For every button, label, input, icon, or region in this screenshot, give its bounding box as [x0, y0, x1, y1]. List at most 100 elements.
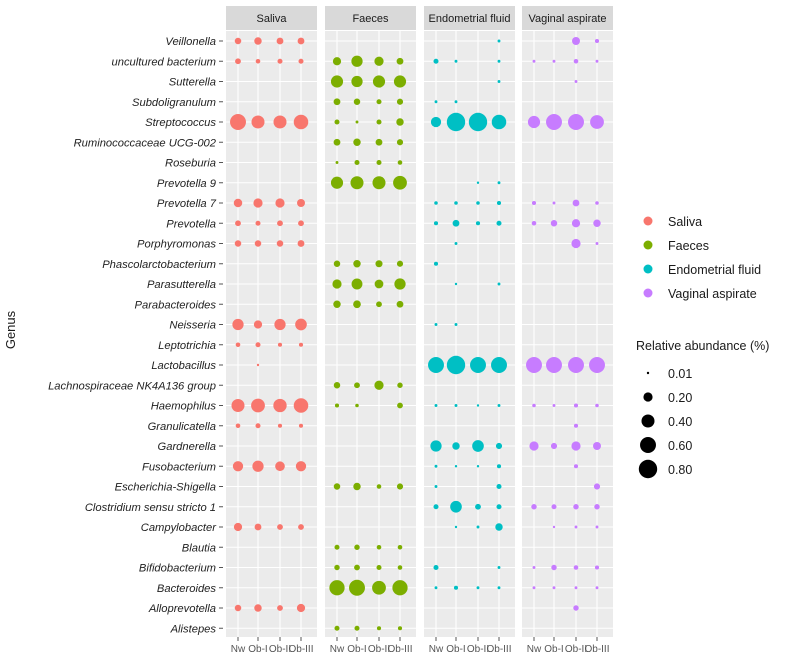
- x-tick-label-nw: Nw: [231, 644, 246, 655]
- dot-faeces-bifidobacterium-ob-iii: [397, 565, 403, 570]
- dot-faeces-parabacteroides-ob-i: [353, 300, 361, 309]
- dot-endometrial-fluid-uncultured-bacterium-ob-iii: [497, 59, 501, 63]
- x-tick-label-ob-ii: Ob-II: [467, 644, 489, 655]
- dot-vaginal-aspirate-alloprevotella-ob-ii: [573, 605, 579, 611]
- dot-faeces-haemophilus-ob-i: [355, 403, 359, 408]
- facet-strip-label: Faeces: [352, 13, 389, 25]
- dot-endometrial-fluid-haemophilus-ob-iii: [497, 404, 501, 407]
- x-tick-label-nw: Nw: [527, 644, 542, 655]
- panel-background: [325, 31, 416, 637]
- dot-endometrial-fluid-lactobacillus-ob-iii: [491, 357, 507, 373]
- genus-label-sutterella: Sutterella: [169, 77, 216, 89]
- dot-vaginal-aspirate-uncultured-bacterium-ob-iii: [595, 59, 599, 63]
- dot-faeces-haemophilus-nw: [334, 403, 340, 408]
- dot-endometrial-fluid-neisseria-ob-i: [454, 323, 458, 326]
- dot-faeces-ruminococcaceae-ucg-002-nw: [333, 138, 341, 146]
- x-tick-label-nw: Nw: [429, 644, 444, 655]
- dot-endometrial-fluid-bifidobacterium-nw: [433, 564, 439, 571]
- dot-saliva-leptotrichia-ob-iii: [298, 342, 304, 347]
- dot-saliva-leptotrichia-ob-ii: [277, 342, 283, 347]
- dot-vaginal-aspirate-gardnerella-ob-iii: [593, 442, 601, 450]
- dot-endometrial-fluid-streptococcus-ob-iii: [491, 114, 507, 130]
- dot-faeces-streptococcus-ob-ii: [376, 119, 382, 125]
- dot-vaginal-aspirate-streptococcus-ob-i: [546, 114, 562, 130]
- dot-faeces-phascolarctobacterium-ob-i: [353, 260, 361, 268]
- dot-endometrial-fluid-fusobacterium-ob-iii: [496, 464, 502, 469]
- dot-saliva-fusobacterium-ob-iii: [295, 461, 307, 472]
- dot-saliva-streptococcus-ob-i: [251, 115, 265, 129]
- dot-endometrial-fluid-lactobacillus-ob-ii: [470, 357, 486, 373]
- dot-faeces-bacteroides-ob-i: [349, 579, 365, 596]
- dot-saliva-neisseria-ob-i: [253, 320, 263, 329]
- dot-vaginal-aspirate-clostridium-sensu-stricto-1-ob-iii: [594, 504, 600, 510]
- dot-faeces-uncultured-bacterium-ob-i: [351, 55, 363, 67]
- size-legend-dot: [638, 459, 658, 479]
- genus-label-roseburia: Roseburia: [165, 158, 216, 170]
- dot-saliva-porphyromonas-ob-ii: [276, 240, 284, 247]
- dot-faeces-roseburia-ob-ii: [376, 159, 382, 166]
- legend-label-vaginal-aspirate: Vaginal aspirate: [668, 287, 757, 301]
- genus-label-escherichia-shigella: Escherichia-Shigella: [115, 482, 216, 494]
- dot-faeces-blautia-ob-ii: [376, 544, 382, 550]
- dot-saliva-neisseria-ob-iii: [295, 318, 307, 331]
- dot-faeces-phascolarctobacterium-ob-ii: [375, 260, 383, 268]
- dot-saliva-uncultured-bacterium-nw: [235, 58, 241, 65]
- facet-strip-label: Saliva: [257, 13, 288, 25]
- dot-faeces-parasutterella-nw: [332, 279, 342, 289]
- dot-faeces-subdoligranulum-ob-ii: [376, 99, 382, 105]
- dot-faeces-lachnospiraceae-nk4a136-group-nw: [333, 382, 341, 389]
- dot-vaginal-aspirate-gardnerella-nw: [529, 441, 539, 451]
- dot-faeces-blautia-ob-i: [354, 544, 360, 550]
- genus-label-subdoligranulum: Subdoligranulum: [132, 97, 216, 109]
- dot-faeces-ruminococcaceae-ucg-002-ob-i: [353, 138, 361, 146]
- dot-endometrial-fluid-phascolarctobacterium-nw: [433, 261, 439, 266]
- dot-faeces-lachnospiraceae-nk4a136-group-ob-i: [354, 382, 360, 389]
- panel-background: [424, 31, 515, 637]
- dot-endometrial-fluid-gardnerella-nw: [430, 440, 442, 452]
- dot-faeces-parabacteroides-ob-ii: [376, 301, 382, 308]
- dot-endometrial-fluid-prevotella-ob-iii: [496, 220, 502, 226]
- dot-endometrial-fluid-prevotella-ob-i: [452, 219, 460, 227]
- dot-saliva-fusobacterium-nw: [232, 461, 244, 472]
- dot-endometrial-fluid-haemophilus-nw: [434, 404, 438, 407]
- genus-label-prevotella-7: Prevotella 7: [157, 198, 217, 210]
- legend-label-endometrial-fluid: Endometrial fluid: [668, 263, 761, 277]
- genus-label-prevotella: Prevotella: [166, 218, 216, 230]
- dot-saliva-veillonella-ob-ii: [276, 37, 284, 45]
- dot-saliva-alloprevotella-ob-ii: [277, 605, 283, 611]
- dot-endometrial-fluid-fusobacterium-ob-ii: [476, 465, 480, 468]
- dot-saliva-neisseria-ob-ii: [274, 318, 286, 331]
- dot-endometrial-fluid-campylobacter-ob-ii: [476, 525, 480, 529]
- genus-label-parabacteroides: Parabacteroides: [135, 299, 217, 311]
- dot-endometrial-fluid-fusobacterium-nw: [434, 464, 438, 468]
- facet-strip: [226, 6, 317, 30]
- dot-saliva-veillonella-ob-i: [254, 37, 262, 45]
- dot-saliva-porphyromonas-nw: [234, 240, 242, 247]
- dot-vaginal-aspirate-prevotella-ob-ii: [571, 219, 581, 228]
- dot-saliva-prevotella-ob-iii: [298, 220, 304, 227]
- dot-vaginal-aspirate-haemophilus-ob-i: [552, 404, 556, 407]
- size-legend-title: Relative abundance (%): [636, 339, 769, 353]
- dot-vaginal-aspirate-streptococcus-ob-ii: [568, 114, 584, 130]
- x-tick-label-ob-i: Ob-I: [248, 644, 267, 655]
- dot-faeces-escherichia-shigella-nw: [333, 483, 341, 490]
- dot-vaginal-aspirate-haemophilus-nw: [532, 403, 536, 408]
- dot-vaginal-aspirate-prevotella-ob-i: [550, 220, 558, 227]
- genus-label-veillonella: Veillonella: [165, 36, 216, 48]
- dot-faeces-bacteroides-nw: [329, 580, 345, 596]
- genus-label-lachnospiraceae-nk4a136-group: Lachnospiraceae NK4A136 group: [48, 380, 216, 392]
- dot-endometrial-fluid-prevotella-9-ob-iii: [497, 181, 501, 185]
- dot-faeces-bifidobacterium-ob-ii: [376, 564, 382, 571]
- dot-faeces-alistepes-ob-ii: [376, 626, 382, 631]
- dot-vaginal-aspirate-streptococcus-nw: [527, 115, 541, 129]
- dot-endometrial-fluid-haemophilus-ob-ii: [476, 404, 480, 407]
- dot-saliva-campylobacter-nw: [233, 522, 243, 532]
- dot-endometrial-fluid-parasutterella-ob-i: [454, 282, 458, 286]
- dot-faeces-alistepes-ob-iii: [397, 626, 403, 631]
- dot-vaginal-aspirate-uncultured-bacterium-ob-i: [552, 59, 556, 63]
- legend-key-faeces: [643, 240, 653, 250]
- facet-strip: [522, 6, 613, 30]
- dot-vaginal-aspirate-prevotella-7-ob-iii: [595, 201, 599, 205]
